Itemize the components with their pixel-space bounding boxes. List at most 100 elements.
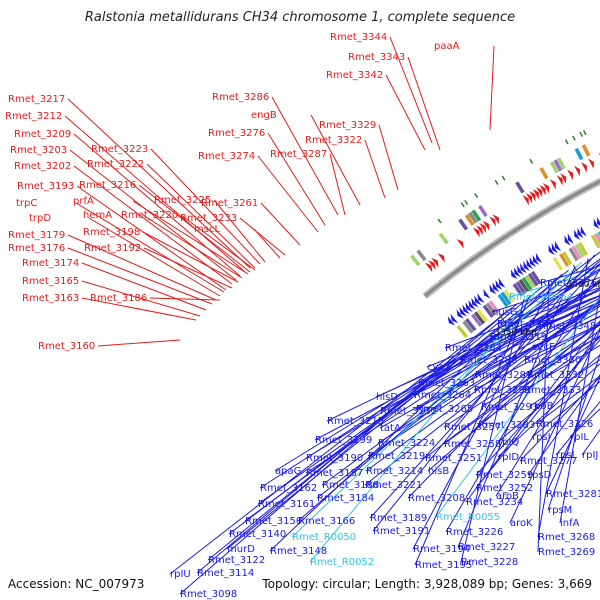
reverse-connector bbox=[407, 299, 600, 499]
reverse-connector bbox=[413, 304, 600, 396]
reverse-gene-arrow bbox=[495, 280, 503, 290]
gc-skew-marker bbox=[529, 158, 534, 164]
reverse-gene-arrow bbox=[471, 297, 479, 308]
forward-gene-arrow bbox=[476, 225, 483, 236]
gc-skew-marker bbox=[579, 131, 583, 137]
reverse-connector bbox=[547, 353, 600, 511]
reverse-gene-arrow bbox=[492, 282, 500, 292]
reverse-gene-label: aroK bbox=[510, 518, 533, 529]
forward-gene-arrow bbox=[549, 179, 556, 190]
forward-connector bbox=[489, 45, 495, 131]
reverse-gene-arrow bbox=[474, 295, 482, 306]
reverse-connector bbox=[497, 354, 600, 443]
cog-block bbox=[590, 234, 600, 249]
forward-gene-label: trpD bbox=[29, 213, 51, 224]
forward-gene-arrow bbox=[536, 187, 543, 198]
reverse-gene-label: Rmet_3319 bbox=[490, 332, 547, 343]
forward-gene-label: prfA bbox=[73, 196, 94, 207]
forward-connector bbox=[88, 217, 221, 297]
reverse-gene-label: rpID bbox=[498, 452, 519, 463]
forward-connector bbox=[260, 202, 301, 246]
forward-gene-label: Rmet_3225 bbox=[154, 195, 211, 206]
forward-connector bbox=[81, 262, 207, 311]
reverse-gene-label: Rmet_3184 bbox=[317, 493, 374, 504]
reverse-gene-label: murD bbox=[227, 544, 255, 555]
cog-block bbox=[524, 274, 536, 289]
reverse-gene-label: Rmet_3268 bbox=[538, 532, 595, 543]
cog-block bbox=[597, 231, 600, 238]
forward-gene-arrow bbox=[581, 161, 588, 173]
forward-connector bbox=[385, 74, 426, 151]
forward-gene-label: engB bbox=[251, 110, 277, 121]
gc-skew-marker bbox=[572, 135, 576, 141]
reverse-gene-label: Rmet_3263 bbox=[418, 378, 475, 389]
reverse-gene-label: Rmet_3258 bbox=[444, 439, 501, 450]
forward-gene-arrow bbox=[431, 257, 439, 268]
forward-gene-label: trpC bbox=[16, 198, 37, 209]
gc-skew-marker bbox=[464, 199, 469, 205]
reverse-connector bbox=[537, 282, 550, 553]
reverse-gene-arrow bbox=[564, 235, 571, 246]
forward-connector bbox=[143, 247, 233, 289]
forward-connector bbox=[69, 149, 237, 281]
forward-connector bbox=[150, 148, 261, 265]
topology-stats-text: Topology: circular; Length: 3,928,089 bp… bbox=[262, 577, 592, 591]
reverse-connector bbox=[326, 289, 600, 422]
backbone-arc bbox=[422, 177, 600, 299]
cog-block bbox=[556, 157, 566, 170]
reverse-connector bbox=[369, 263, 600, 519]
reverse-connector bbox=[457, 266, 576, 548]
forward-connector bbox=[180, 214, 256, 271]
forward-gene-label: paaA bbox=[434, 41, 460, 52]
reverse-gene-label: Rmet_3122 bbox=[208, 555, 265, 566]
gc-skew-marker bbox=[501, 175, 506, 181]
reverse-connector bbox=[473, 324, 600, 391]
reverse-gene-label: Rmet_3228 bbox=[461, 557, 518, 568]
reverse-gene-arrow bbox=[510, 269, 518, 280]
rna-gene-label: Rmet_R0050 bbox=[292, 532, 356, 543]
reverse-gene-label: Rmet_3114 bbox=[197, 568, 254, 579]
reverse-gene-label: Rmet_3264 bbox=[414, 390, 471, 401]
reverse-gene-arrow bbox=[462, 304, 470, 315]
reverse-gene-arrow bbox=[468, 300, 476, 310]
cog-block bbox=[485, 302, 497, 316]
forward-gene-arrow bbox=[437, 253, 445, 263]
gc-skew-marker bbox=[474, 193, 479, 199]
reverse-connector bbox=[259, 268, 600, 489]
forward-connector bbox=[364, 139, 386, 199]
forward-connector bbox=[310, 114, 361, 206]
forward-gene-arrow bbox=[542, 183, 550, 194]
reverse-gene-label: rpoB bbox=[530, 401, 554, 412]
forward-connector bbox=[73, 165, 233, 285]
reverse-gene-label: Rmet_3224 bbox=[378, 438, 435, 449]
cog-block bbox=[473, 311, 486, 325]
forward-gene-arrow bbox=[567, 169, 574, 180]
reverse-connector bbox=[412, 278, 557, 550]
reverse-connector bbox=[379, 297, 600, 412]
forward-connector bbox=[142, 214, 243, 279]
reverse-gene-label: Rmet_3226 bbox=[446, 527, 503, 538]
reverse-gene-arrow bbox=[450, 313, 459, 324]
reverse-connector bbox=[377, 305, 600, 444]
cog-block bbox=[465, 318, 477, 332]
reverse-gene-arrow bbox=[498, 277, 506, 288]
cog-block bbox=[478, 205, 488, 217]
reverse-connector bbox=[305, 282, 600, 474]
forward-gene-arrow bbox=[522, 195, 529, 206]
forward-connector bbox=[378, 124, 399, 191]
reverse-gene-label: Rmet_3150 bbox=[245, 516, 302, 527]
reverse-gene-arrow bbox=[477, 293, 485, 303]
forward-connector bbox=[73, 133, 241, 277]
reverse-gene-arrow bbox=[577, 227, 584, 239]
cog-block bbox=[581, 144, 591, 157]
cog-block bbox=[416, 249, 427, 262]
forward-gene-label: Rmet_3274 bbox=[198, 151, 255, 162]
reverse-gene-label: cyaY bbox=[427, 362, 452, 373]
cog-block bbox=[530, 270, 542, 285]
forward-gene-label: Rmet_3217 bbox=[8, 94, 65, 105]
map-title: Ralstonia metallidurans CH34 chromosome … bbox=[84, 10, 516, 25]
forward-connector bbox=[132, 200, 249, 275]
forward-gene-label: Rmet_3216 bbox=[79, 180, 136, 191]
forward-connector bbox=[329, 153, 346, 216]
forward-connector bbox=[97, 339, 181, 347]
